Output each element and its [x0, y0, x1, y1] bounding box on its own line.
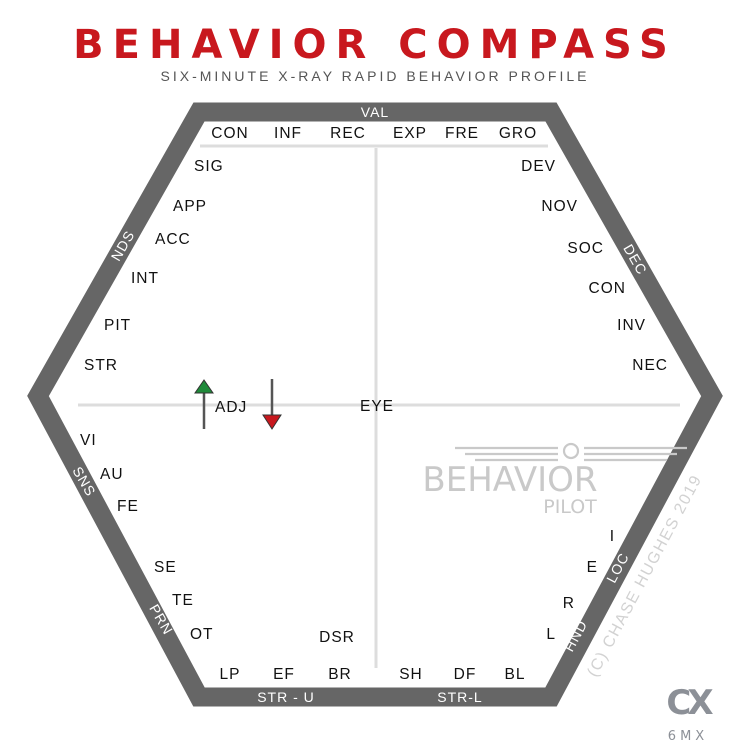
label-dsr: DSR: [319, 629, 355, 646]
label-pit: PIT: [104, 317, 131, 334]
label-ot: OT: [190, 626, 214, 643]
label-vi: VI: [80, 432, 97, 449]
label-fe: FE: [117, 498, 139, 515]
behavior-pilot-watermark: BEHAVIOR PILOT: [422, 442, 687, 518]
label-con-right: CON: [589, 280, 626, 297]
label-soc: SOC: [567, 240, 604, 257]
band-label-str-l: STR-L: [437, 689, 482, 705]
label-eye: EYE: [360, 398, 394, 415]
label-nov: NOV: [541, 198, 578, 215]
label-r: R: [563, 595, 575, 612]
label-au: AU: [100, 466, 124, 483]
wings-icon: [455, 442, 687, 462]
label-lp: LP: [220, 666, 241, 683]
label-nec: NEC: [632, 357, 668, 374]
page-subtitle: SIX-MINUTE X-RAY RAPID BEHAVIOR PROFILE: [160, 68, 590, 84]
label-top-fre: FRE: [445, 125, 479, 142]
label-top-gro: GRO: [499, 125, 537, 142]
red-down-arrow-icon: [262, 379, 282, 430]
label-e: E: [587, 559, 598, 576]
label-l: L: [546, 626, 556, 643]
label-top-rec: REC: [330, 125, 366, 142]
label-sig: SIG: [194, 158, 224, 175]
green-up-arrow-icon: [194, 379, 214, 429]
label-top-exp: EXP: [393, 125, 427, 142]
label-br: BR: [328, 666, 352, 683]
label-acc: ACC: [155, 231, 191, 248]
label-adj: ADJ: [215, 399, 247, 416]
page-title: BEHAVIOR COMPASS: [73, 22, 677, 68]
hexagon-frame: [27, 102, 723, 707]
cx-logo-mark: CX: [666, 683, 713, 723]
watermark-brand-top: BEHAVIOR: [422, 460, 597, 500]
label-i: I: [610, 528, 615, 545]
label-bl: BL: [505, 666, 526, 683]
cx-logo-text: 6MX: [668, 729, 708, 744]
label-df: DF: [454, 666, 477, 683]
label-dev: DEV: [521, 158, 556, 175]
band-label-str-u: STR - U: [257, 689, 315, 705]
label-int: INT: [131, 270, 159, 287]
label-app: APP: [173, 198, 207, 215]
label-inv: INV: [617, 317, 646, 334]
watermark-brand-bottom: PILOT: [543, 496, 597, 518]
label-top-inf: INF: [274, 125, 302, 142]
label-str: STR: [84, 357, 118, 374]
cx-logo: CX 6MX: [666, 683, 717, 744]
band-label-val: VAL: [361, 104, 389, 120]
label-te: TE: [172, 592, 194, 609]
label-se: SE: [154, 559, 177, 576]
label-top-con: CON: [211, 125, 248, 142]
label-ef: EF: [273, 666, 295, 683]
label-sh: SH: [399, 666, 423, 683]
